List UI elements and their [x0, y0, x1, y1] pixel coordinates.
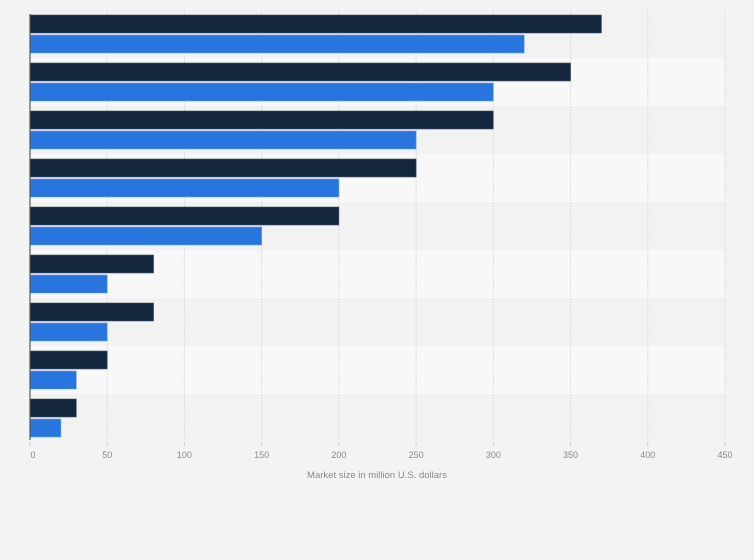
row-stripe [30, 346, 725, 394]
tick-label: 300 [486, 450, 501, 460]
bar-series-2 [29, 178, 340, 198]
gridlines [106, 10, 726, 442]
bar-series-2 [29, 322, 108, 342]
x-axis-ticks: 0 50 100 150 200 250 300 350 400 450 [29, 442, 733, 460]
tick-label: 350 [563, 450, 578, 460]
bar-series-1 [29, 254, 154, 274]
bar-series-2 [29, 370, 77, 390]
row-stripes [30, 10, 725, 442]
bar-series-2 [29, 130, 417, 150]
bar-series-1 [29, 14, 602, 34]
bar-series-2 [29, 274, 108, 294]
tick-label: 0 [30, 450, 35, 460]
bars [29, 14, 602, 438]
tick-label: 450 [717, 450, 732, 460]
tick-label: 400 [640, 450, 655, 460]
tick-label: 100 [177, 450, 192, 460]
bar-series-1 [29, 302, 154, 322]
bar-series-1 [29, 206, 340, 226]
bar-series-2 [29, 226, 262, 246]
row-stripe [30, 394, 725, 442]
tick-label: 150 [254, 450, 269, 460]
bar-series-2 [29, 418, 62, 438]
bar-series-1 [29, 110, 494, 130]
bar-series-1 [29, 62, 571, 82]
bar-series-2 [29, 82, 494, 102]
tick-label: 50 [102, 450, 112, 460]
bar-series-2 [29, 34, 525, 54]
tick-label: 200 [331, 450, 346, 460]
bar-series-1 [29, 398, 77, 418]
bar-series-1 [29, 158, 417, 178]
bar-series-1 [29, 350, 108, 370]
x-axis-label: Market size in million U.S. dollars [307, 470, 447, 481]
tick-label: 250 [409, 450, 424, 460]
